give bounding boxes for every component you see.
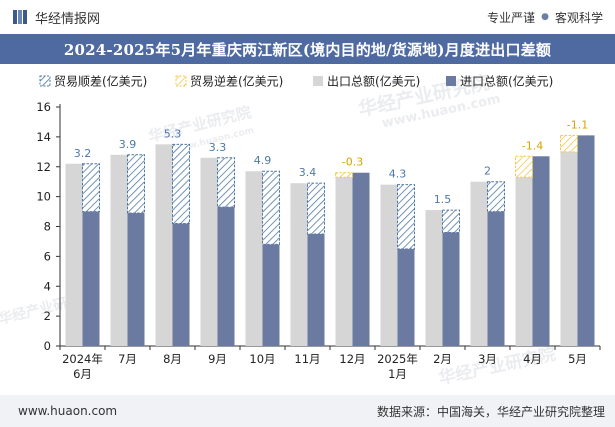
deficit-bar xyxy=(515,155,533,178)
y-tick-label: 2 xyxy=(44,309,51,323)
surplus-bar xyxy=(307,182,325,235)
legend-label-2: 贸易逆差(亿美元) xyxy=(190,74,283,89)
slogan-right: 客观科学 xyxy=(554,10,603,25)
import-bar xyxy=(307,233,325,346)
x-tick-label: 1月 xyxy=(388,367,407,381)
data-label: 5.3 xyxy=(164,127,182,140)
export-bar xyxy=(200,157,218,346)
watermark-text: 华经产业研究院 xyxy=(437,344,558,389)
export-bar xyxy=(560,151,578,346)
export-bar xyxy=(335,177,353,346)
data-label: -0.3 xyxy=(342,156,363,169)
data-label: -1.1 xyxy=(567,118,588,131)
surplus-bar xyxy=(397,184,415,250)
y-tick-label: 0 xyxy=(44,339,51,353)
x-tick-label: 11月 xyxy=(294,352,320,366)
import-bar xyxy=(532,156,550,346)
data-label: 4.9 xyxy=(254,154,272,167)
surplus-bar xyxy=(487,181,505,213)
data-label: 4.3 xyxy=(389,168,407,181)
x-tick-label: 5月 xyxy=(568,352,587,366)
import-bar xyxy=(127,213,145,346)
import-bar xyxy=(172,223,190,346)
import-bar xyxy=(397,248,415,346)
data-label: 2 xyxy=(484,165,491,178)
brand-logo-icon xyxy=(13,10,27,24)
import-bar xyxy=(577,135,595,346)
data-label: 1.5 xyxy=(434,193,452,206)
export-bar xyxy=(425,210,443,346)
x-tick-label: 4月 xyxy=(523,352,542,366)
surplus-bar xyxy=(82,163,100,213)
footer: www.huaon.com 数据来源：中国海关，华经产业研究院整理 xyxy=(0,395,615,427)
slogan: 专业严谨 ● 客观科学 xyxy=(487,9,603,26)
export-bar xyxy=(380,184,398,346)
bullet-icon: ● xyxy=(541,12,549,22)
x-tick-label: 12月 xyxy=(339,352,365,366)
y-tick-label: 16 xyxy=(36,100,51,114)
bars xyxy=(65,134,595,346)
data-label: 3.9 xyxy=(119,138,137,151)
y-tick-label: 14 xyxy=(36,130,51,144)
surplus-bar xyxy=(442,209,460,233)
import-bar xyxy=(217,207,235,346)
slogan-left: 专业严谨 xyxy=(487,10,536,25)
import-bar xyxy=(487,211,505,346)
export-bar xyxy=(290,183,308,346)
x-tick-label: 8月 xyxy=(163,352,182,366)
export-bar xyxy=(155,144,173,346)
import-bar xyxy=(442,232,460,346)
legend-swatch-1 xyxy=(39,75,51,87)
surplus-bar xyxy=(217,157,235,208)
data-label: 3.2 xyxy=(74,147,92,160)
x-tick-label: 9月 xyxy=(208,352,227,366)
legend: 贸易顺差(亿美元) 贸易逆差(亿美元) 出口总额(亿美元) 进口总额(亿美元) xyxy=(39,74,553,89)
deficit-bar xyxy=(560,134,578,153)
legend-swatch-2 xyxy=(175,75,187,87)
brand[interactable]: 华经情报网 xyxy=(12,8,100,27)
export-bar xyxy=(245,171,263,346)
export-bar xyxy=(470,181,488,346)
surplus-bar xyxy=(172,143,190,225)
chart-title: 2024-2025年5月年重庆两江新区(境内目的地/货源地)月度进出口差额 xyxy=(63,40,552,59)
y-tick-label: 12 xyxy=(36,160,51,174)
chart-area: 华经产业研究院www.huaon.com华经产业研究院www.huaon.com… xyxy=(0,71,601,389)
footer-source: 数据来源：中国海关，华经产业研究院整理 xyxy=(376,404,605,419)
y-tick-label: 4 xyxy=(44,279,51,293)
deficit-bar xyxy=(335,172,353,178)
y-tick-label: 10 xyxy=(36,190,51,204)
surplus-bar xyxy=(262,170,280,245)
x-tick-label: 2月 xyxy=(433,352,452,366)
x-tick-label: 7月 xyxy=(118,352,137,366)
import-bar xyxy=(82,211,100,346)
legend-swatch-3 xyxy=(313,76,323,86)
import-bar xyxy=(352,172,370,346)
y-tick-label: 6 xyxy=(44,249,51,263)
data-label: -1.4 xyxy=(522,139,543,152)
title-bar: 2024-2025年5月年重庆两江新区(境内目的地/货源地)月度进出口差额 xyxy=(0,34,615,64)
data-label: 3.3 xyxy=(209,141,227,154)
export-bar xyxy=(515,177,533,346)
data-label: 3.4 xyxy=(299,166,317,179)
x-tick-label: 10月 xyxy=(249,352,275,366)
y-tick-label: 8 xyxy=(44,220,51,234)
export-bar xyxy=(110,154,128,346)
brand-name: 华经情报网 xyxy=(35,11,101,27)
export-bar xyxy=(65,163,83,346)
footer-website[interactable]: www.huaon.com xyxy=(18,404,118,418)
top-bar: 华经情报网 专业严谨 ● 客观科学 xyxy=(0,0,615,34)
surplus-bar xyxy=(127,154,145,214)
legend-label-3: 出口总额(亿美元) xyxy=(327,74,420,89)
x-tick-label: 6月 xyxy=(73,367,92,381)
legend-swatch-4 xyxy=(446,76,456,86)
x-tick-label: 2024年 xyxy=(62,352,103,366)
x-tick-label: 2025年 xyxy=(377,352,418,366)
legend-label-1: 贸易顺差(亿美元) xyxy=(54,74,147,89)
import-bar xyxy=(262,244,280,346)
x-tick-label: 3月 xyxy=(478,352,497,366)
data-labels: 3.2 3.9 5.3 3.3 4.9 3.4 -0.3 4.3 1.5 2 -1.4 -1.1 xyxy=(74,118,588,206)
legend-label-4: 进口总额(亿美元) xyxy=(460,74,553,89)
